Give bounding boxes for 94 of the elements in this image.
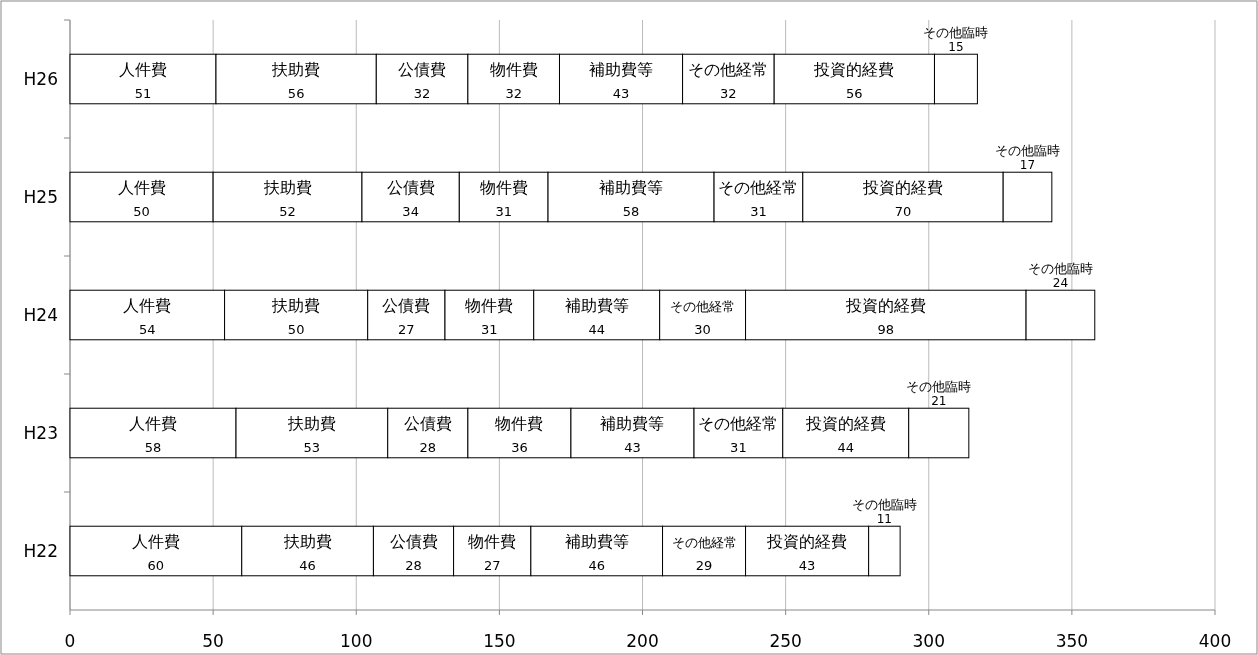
x-tick-label: 300	[912, 631, 945, 651]
data-label: 17	[1019, 158, 1036, 173]
data-label: 70	[894, 203, 912, 219]
data-label: 11	[876, 512, 893, 527]
y-tick-label: H26	[23, 69, 58, 89]
data-label: 30	[694, 321, 711, 337]
x-tick-label: 350	[1055, 631, 1089, 651]
y-tick-label: H22	[23, 541, 58, 561]
data-label: 43	[798, 557, 816, 573]
data-label: 24	[1052, 276, 1069, 291]
series-label: その他臨時	[1027, 261, 1093, 277]
data-label: 28	[405, 557, 422, 573]
data-label: 43	[624, 439, 641, 455]
data-label: 32	[720, 85, 737, 101]
series-label: 公債費	[389, 532, 438, 552]
text: 補助費等	[599, 178, 664, 198]
text: 物件費	[489, 60, 538, 80]
data-label: 31	[730, 439, 747, 455]
data-label: 46	[299, 557, 316, 573]
y-tick-label: H23	[23, 423, 58, 443]
text: 物件費	[479, 178, 528, 198]
text: その他臨時	[923, 25, 989, 41]
text: その他臨時	[995, 143, 1061, 159]
data-label: 31	[495, 203, 512, 219]
text: 人件費	[123, 296, 172, 316]
text: 補助費等	[564, 296, 629, 316]
series-label: その他経常	[698, 414, 779, 434]
x-tick-label: 100	[340, 631, 373, 651]
text: 投資的経費	[862, 178, 943, 198]
y-tick-label: H24	[23, 305, 58, 325]
text: その他経常	[688, 60, 769, 80]
data-label: 32	[505, 85, 522, 101]
text: 投資的経費	[805, 414, 886, 434]
data-label: 51	[134, 85, 152, 101]
text: 扶助費	[272, 60, 321, 80]
text: 公債費	[403, 414, 452, 434]
text: 公債費	[382, 296, 431, 316]
data-label: 31	[481, 321, 498, 337]
text: 人件費	[117, 178, 166, 198]
data-label: 60	[147, 557, 165, 573]
text: 扶助費	[263, 178, 312, 198]
x-tick-label: 250	[769, 631, 802, 651]
data-label: 58	[622, 203, 640, 219]
text: 人件費	[118, 60, 167, 80]
text: 扶助費	[272, 296, 321, 316]
data-label: 15	[948, 40, 964, 55]
data-label: 21	[931, 394, 947, 409]
text: 補助費等	[600, 414, 665, 434]
data-label: 27	[483, 557, 501, 573]
data-label: 54	[139, 321, 156, 337]
text: 投資的経費	[845, 296, 926, 316]
x-tick-label: 200	[626, 631, 659, 651]
text: その他臨時	[906, 379, 972, 395]
text: 物件費	[495, 414, 544, 434]
x-tick-label: 0	[64, 631, 76, 651]
series-label: 物件費	[468, 532, 517, 552]
text: 人件費	[129, 414, 178, 434]
text: 物件費	[465, 296, 514, 316]
text: 投資的経費	[814, 60, 895, 80]
text: 公債費	[398, 60, 447, 80]
data-label: 32	[413, 85, 431, 101]
data-label: 53	[303, 439, 321, 455]
text: その他経常	[718, 178, 799, 198]
text: 補助費等	[589, 60, 654, 80]
data-label: 50	[133, 203, 150, 219]
y-tick-label: H25	[23, 187, 58, 207]
data-label: 56	[287, 85, 305, 101]
series-label: 扶助費	[282, 532, 332, 552]
data-label: 34	[402, 203, 419, 219]
data-label: 44	[837, 439, 855, 455]
data-label: 50	[287, 321, 305, 337]
data-label: 46	[588, 557, 605, 573]
x-tick-label: 400	[1198, 631, 1232, 651]
data-label: 28	[419, 439, 437, 455]
data-label: 31	[750, 203, 767, 219]
text: その他臨時	[851, 497, 917, 513]
series-label: 補助費等	[564, 532, 629, 552]
data-label: 52	[279, 203, 296, 219]
data-label: 44	[588, 321, 605, 337]
data-label: 56	[846, 85, 863, 101]
text: その他経常	[670, 299, 736, 315]
x-tick-label: 150	[483, 631, 516, 651]
text: 公債費	[386, 178, 435, 198]
series-label: 投資的経費	[766, 532, 848, 552]
series-label: 人件費	[131, 532, 180, 552]
data-label: 43	[612, 85, 630, 101]
text: 扶助費	[287, 414, 336, 434]
data-label: 98	[877, 321, 895, 337]
data-label: 29	[695, 557, 713, 573]
text: その他経常	[671, 535, 737, 551]
data-label: 36	[511, 439, 528, 455]
data-label: 58	[144, 439, 162, 455]
data-label: 27	[398, 321, 415, 337]
x-tick-label: 50	[202, 631, 224, 651]
